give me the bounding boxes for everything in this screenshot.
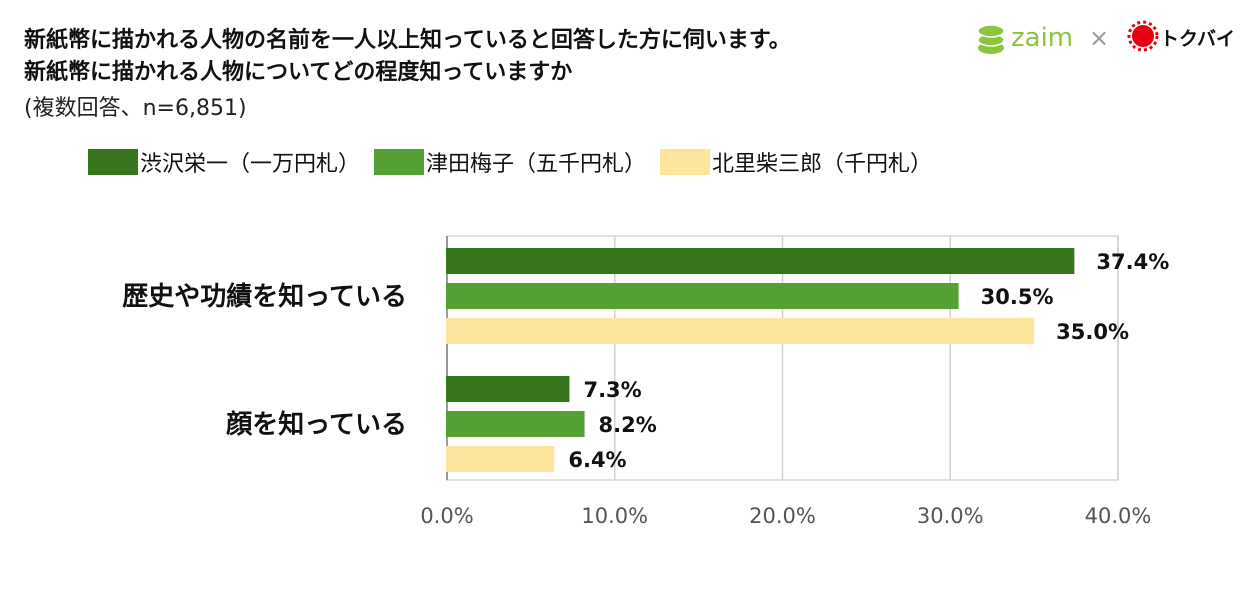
legend-label-tsuda: 津田梅子（五千円札）	[426, 152, 647, 177]
x-tick-label: 20.0%	[749, 504, 816, 528]
brand-logos: zaim × トクバイ	[977, 20, 1235, 54]
legend-swatch-shibusawa	[88, 149, 138, 175]
legend-item-tsuda: 津田梅子（五千円札）	[374, 146, 646, 178]
x-tick-label: 0.0%	[420, 504, 473, 528]
x-tick-label: 30.0%	[917, 504, 984, 528]
bar	[446, 376, 570, 402]
legend-label-kitasato: 北里柴三郎（千円札）	[712, 152, 933, 177]
legend-item-shibusawa: 渋沢栄一（一万円札）	[88, 146, 360, 178]
x-tick-label: 10.0%	[581, 504, 648, 528]
bar	[446, 283, 959, 309]
tokubai-badge-icon	[1127, 20, 1159, 52]
legend-label-shibusawa: 渋沢栄一（一万円札）	[140, 152, 361, 177]
chart-title-line1: 新紙幣に描かれる人物の名前を一人以上知っていると回答した方に伺います。	[24, 28, 791, 53]
data-label: 6.4%	[568, 448, 626, 472]
x-tick-label: 40.0%	[1085, 504, 1152, 528]
bar	[446, 411, 585, 437]
data-label: 8.2%	[599, 413, 657, 437]
data-label: 7.3%	[583, 378, 641, 402]
logo-separator: ×	[1089, 24, 1109, 52]
chart-subtitle: (複数回答、n=6,851)	[24, 96, 247, 121]
data-label: 30.5%	[981, 285, 1054, 309]
tokubai-logo-text: トクバイ	[1160, 28, 1235, 50]
category-label: 歴史や功績を知っている	[122, 282, 407, 312]
bar	[446, 248, 1075, 274]
data-label: 37.4%	[1096, 250, 1169, 274]
zaim-coin-icon	[977, 24, 1005, 54]
bar	[446, 318, 1035, 344]
chart-legend: 渋沢栄一（一万円札） 津田梅子（五千円札） 北里柴三郎（千円札）	[88, 146, 946, 178]
zaim-logo-text: zaim	[1011, 23, 1073, 53]
data-label: 35.0%	[1056, 320, 1129, 344]
legend-item-kitasato: 北里柴三郎（千円札）	[660, 146, 932, 178]
category-label: 顔を知っている	[226, 410, 407, 440]
chart-title-line2: 新紙幣に描かれる人物についてどの程度知っていますか	[24, 60, 573, 85]
bar	[446, 446, 555, 472]
legend-swatch-kitasato	[660, 149, 711, 175]
legend-swatch-tsuda	[374, 149, 425, 175]
